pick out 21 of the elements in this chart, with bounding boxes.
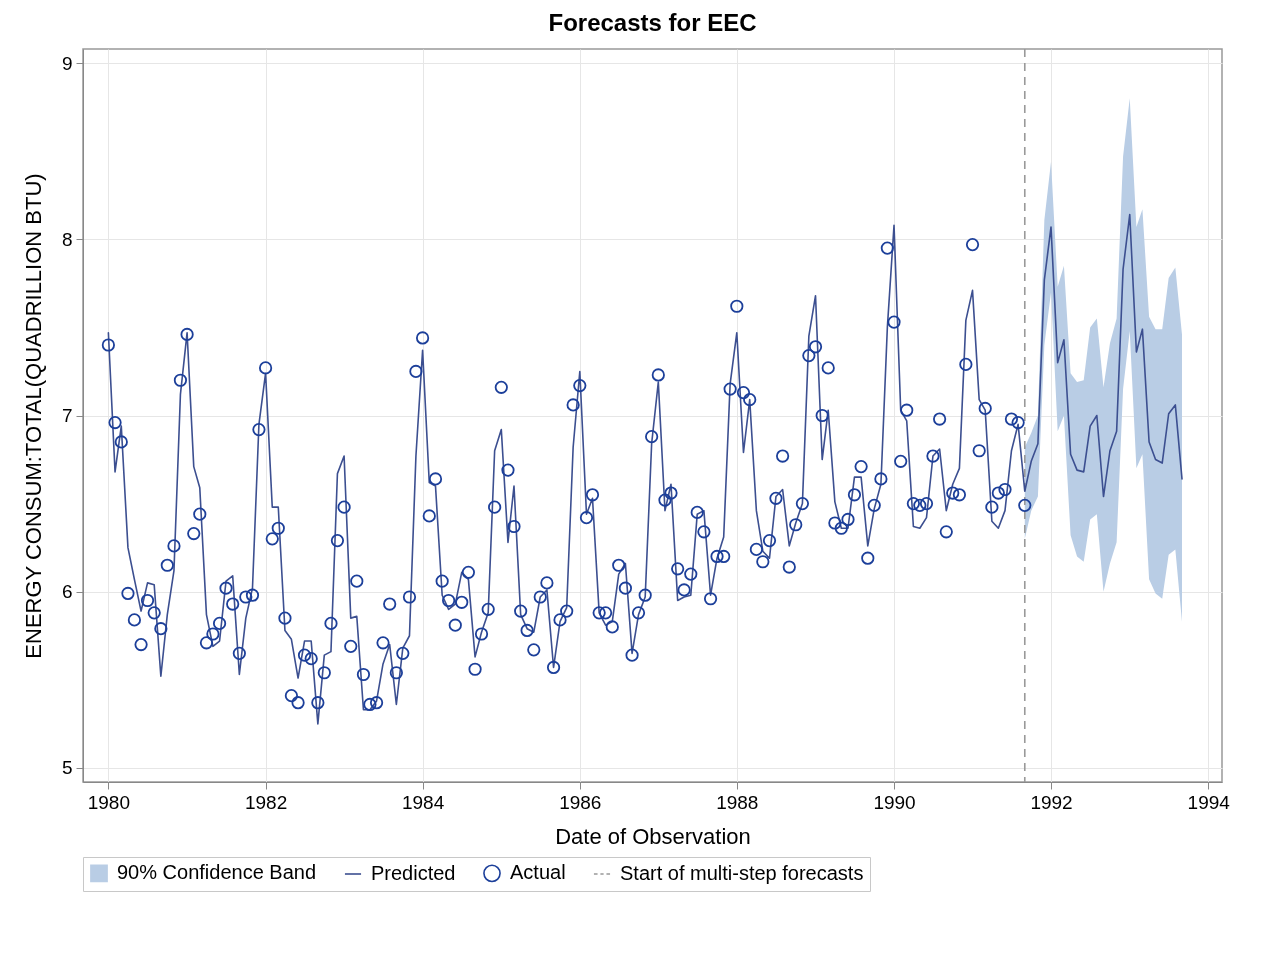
x-tick-label: 1986: [559, 791, 602, 813]
legend-label: Predicted: [371, 862, 456, 884]
y-tick-label: 5: [61, 757, 73, 779]
line-series: [107, 213, 1183, 725]
y-tick-label: 7: [61, 405, 73, 426]
x-tick-label: 1984: [401, 791, 445, 813]
y-tick-label: 9: [61, 52, 73, 74]
y-tick-label: 8: [61, 228, 73, 250]
x-tick-label: 1982: [244, 791, 288, 813]
legend-label: Start of multi-step forecasts: [620, 862, 864, 884]
y-tick-label: 6: [61, 581, 73, 603]
x-axis-title: Date of Observation: [555, 823, 751, 849]
x-tick-label: 1992: [1030, 791, 1073, 813]
chart-title: Forecasts for EEC: [548, 9, 757, 37]
x-tick-label: 1990: [873, 791, 916, 813]
x-tick-label: 1994: [1187, 791, 1231, 813]
y-axis-title: ENERGY CONSUM:TOTAL(QUADRILLION BTU): [20, 173, 46, 659]
x-tick-label: 1980: [87, 791, 131, 813]
legend-label: Actual: [510, 861, 566, 884]
legend-label: 90% Confidence Band: [117, 861, 317, 884]
x-tick-label: 1988: [716, 791, 759, 813]
